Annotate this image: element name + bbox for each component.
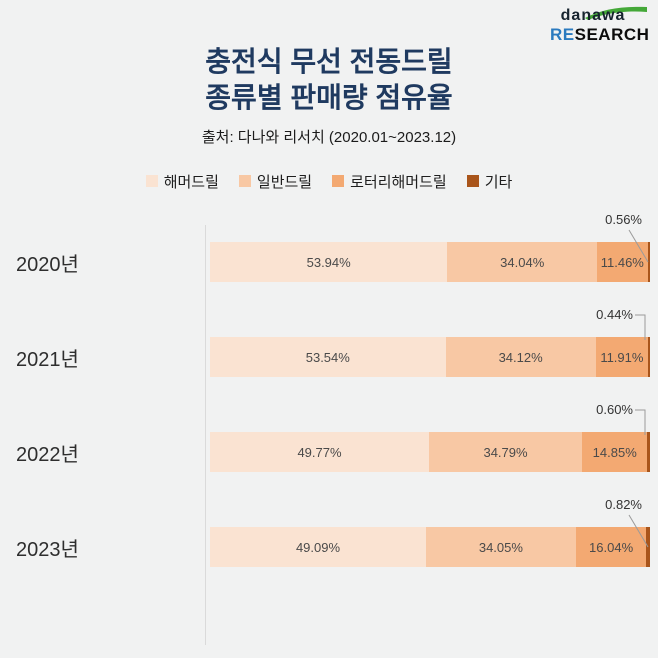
segment-value-label: 34.04% xyxy=(500,254,545,270)
danawa-research-logo: danawa RESEARCH xyxy=(550,6,649,44)
segment-value-label: 14.85% xyxy=(592,444,637,460)
year-label: 2020년 xyxy=(16,253,79,276)
bar-segment: 11.46% xyxy=(597,242,648,282)
chart-row: 2021년 53.54% 34.12% 11.91% 0.44% xyxy=(0,307,650,377)
y-axis-line xyxy=(205,225,206,645)
chart-row: 2020년 53.94% 34.04% 11.46% 0.56% xyxy=(0,212,650,282)
bar-segment: 53.54% xyxy=(210,337,446,377)
logo-brand-text: danawa xyxy=(560,7,626,24)
bar-segment: 34.79% xyxy=(428,432,583,472)
year-label: 2022년 xyxy=(16,443,79,466)
logo-research-text: RESEARCH xyxy=(550,25,649,44)
bar-segment: 49.09% xyxy=(210,527,426,567)
leader-line xyxy=(635,409,646,435)
other-value-callout: 0.60% xyxy=(596,402,633,417)
segment-value-label: 49.77% xyxy=(297,444,342,460)
bar-segment xyxy=(647,432,650,472)
segment-value-label: 11.46% xyxy=(600,254,644,270)
bar-segment: 49.77% xyxy=(210,432,429,472)
bar-segment xyxy=(647,242,650,282)
legend-item: 일반드릴 xyxy=(238,171,313,192)
legend-swatch-icon xyxy=(332,175,345,188)
bar-segment: 34.05% xyxy=(425,527,576,567)
logo-swoosh-icon xyxy=(585,6,647,20)
segment-value-label: 34.79% xyxy=(483,444,528,460)
source-text: 출처: 다나와 리서치 (2020.01~2023.12) xyxy=(201,128,457,146)
title-line-2: 종류별 판매량 점유율 xyxy=(205,82,453,114)
segment-value-label: 34.05% xyxy=(478,539,523,555)
segment-value-label: 53.94% xyxy=(306,254,351,270)
other-value-callout: 0.82% xyxy=(605,497,642,512)
year-label: 2021년 xyxy=(16,348,79,371)
logo-research-prefix: RE xyxy=(550,25,575,44)
stacked-bar: 49.77% 34.79% 14.85% 0.60% xyxy=(210,402,650,472)
legend-swatch-icon xyxy=(466,175,479,188)
other-value-callout: 0.44% xyxy=(596,307,633,322)
legend-label: 로터리해머드릴 xyxy=(350,173,447,191)
bar-segment: 11.91% xyxy=(595,337,649,377)
leader-line xyxy=(628,514,649,548)
legend: 해머드릴 일반드릴 로터리해머드릴 기타 xyxy=(0,171,658,192)
legend-item: 해머드릴 xyxy=(145,171,219,192)
leader-line xyxy=(635,314,646,340)
legend-label: 해머드릴 xyxy=(163,173,219,191)
bar-segment: 53.94% xyxy=(210,242,448,282)
segment-value-label: 49.09% xyxy=(295,539,341,555)
chart-row: 2023년 49.09% 34.05% 16.04% 0.82% xyxy=(0,497,650,567)
stacked-bar: 53.54% 34.12% 11.91% 0.44% xyxy=(210,307,650,377)
bar-segment xyxy=(646,527,650,567)
title-line-1: 충전식 무선 전동드릴 xyxy=(205,46,453,77)
segment-value-label: 16.04% xyxy=(589,539,634,555)
segment-value-label: 11.91% xyxy=(600,349,644,365)
legend-label: 일반드릴 xyxy=(256,173,313,191)
stacked-bar-chart: 2020년 53.94% 34.04% 11.46% 0.56% 2021년 53.54% 3… xyxy=(0,212,650,622)
legend-swatch-icon xyxy=(238,175,251,188)
page-title: 충전식 무선 전동드릴 종류별 판매량 점유율 xyxy=(0,44,658,117)
chart-row: 2022년 49.77% 34.79% 14.85% 0.60% xyxy=(0,402,650,472)
logo-research-suffix: SEARCH xyxy=(574,25,650,44)
legend-swatch-icon xyxy=(145,175,158,188)
leader-line xyxy=(628,229,649,263)
bar-segment: 14.85% xyxy=(582,432,648,472)
bar-segment: 34.04% xyxy=(447,242,598,282)
legend-label: 기타 xyxy=(484,173,513,191)
stacked-bar: 53.94% 34.04% 11.46% 0.56% xyxy=(210,212,650,282)
bar-segment: 16.04% xyxy=(575,527,647,567)
other-value-callout: 0.56% xyxy=(605,212,642,227)
segment-value-label: 34.12% xyxy=(498,349,543,365)
legend-item: 기타 xyxy=(466,171,513,192)
legend-item: 로터리해머드릴 xyxy=(332,171,447,192)
bar-segment: 34.12% xyxy=(445,337,596,377)
segment-value-label: 53.54% xyxy=(305,349,350,365)
year-label: 2023년 xyxy=(16,538,79,561)
stacked-bar: 49.09% 34.05% 16.04% 0.82% xyxy=(210,497,650,567)
bar-segment xyxy=(648,337,650,377)
